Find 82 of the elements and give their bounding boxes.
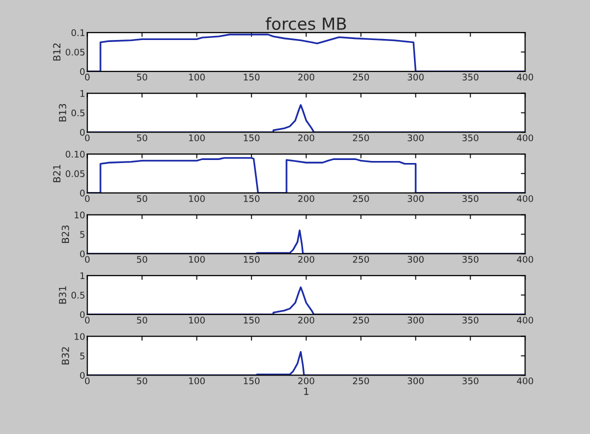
x-tick-label: 100 [189, 134, 205, 142]
x-tick-label: 100 [189, 195, 205, 202]
x-tick-label: 200 [298, 377, 314, 384]
y-tick-label: 0 [80, 372, 85, 379]
x-tick-label: 200 [298, 256, 314, 263]
x-tick-label: 100 [189, 256, 205, 263]
x-tick-label: 300 [408, 74, 424, 81]
y-axis-title: B23 [62, 226, 70, 243]
x-tick-label: 250 [352, 377, 369, 384]
x-axis-title: 1 [304, 388, 308, 395]
x-tick-label: 300 [408, 134, 424, 142]
line-series [87, 34, 526, 72]
y-tick-label: 1 [80, 90, 84, 97]
x-tick-label: 50 [136, 377, 148, 384]
x-tick-label: 400 [516, 195, 534, 202]
x-tick-label: 250 [352, 256, 369, 263]
x-tick-label: 250 [352, 74, 369, 81]
y-tick-label: 0.10 [66, 150, 85, 158]
x-tick-label: 100 [189, 74, 205, 81]
x-tick-label: 100 [189, 316, 205, 324]
x-tick-label: 0 [85, 74, 90, 81]
x-tick-label: 200 [298, 74, 314, 81]
x-tick-label: 250 [352, 195, 369, 202]
y-tick-label: 0 [80, 68, 85, 75]
x-tick-label: 350 [462, 256, 478, 263]
x-tick-label: 400 [516, 377, 534, 384]
x-tick-label: 150 [244, 134, 260, 142]
x-tick-label: 50 [136, 74, 148, 81]
x-tick-label: 350 [462, 195, 478, 202]
y-tick-label: 0.1 [71, 29, 84, 36]
y-tick-label: 10 [74, 333, 85, 340]
x-tick-label: 0 [85, 256, 90, 263]
x-tick-label: 100 [189, 377, 205, 384]
x-tick-label: 0 [85, 377, 90, 384]
x-tick-label: 50 [136, 134, 148, 142]
x-tick-label: 350 [462, 377, 478, 384]
y-tick-label: 0.5 [71, 109, 84, 116]
x-tick-label: 250 [352, 134, 369, 142]
x-tick-label: 200 [298, 316, 314, 324]
y-tick-label: 0.05 [66, 48, 84, 56]
x-tick-label: 300 [408, 316, 424, 324]
x-tick-label: 0 [85, 316, 90, 324]
x-tick-label: 150 [244, 74, 260, 81]
y-tick-label: 0.5 [71, 292, 84, 299]
y-tick-label: 5 [80, 352, 84, 360]
x-tick-label: 50 [136, 195, 148, 202]
x-tick-label: 300 [408, 195, 424, 202]
x-tick-label: 350 [462, 134, 478, 142]
x-tick-label: 150 [244, 377, 260, 384]
line-series [87, 157, 526, 193]
x-tick-label: 400 [516, 256, 534, 263]
x-tick-label: 50 [136, 316, 148, 324]
x-tick-label: 50 [136, 256, 148, 263]
y-tick-label: 0 [80, 190, 85, 197]
y-axis-title: B13 [58, 104, 66, 122]
x-tick-label: 150 [244, 256, 260, 263]
x-tick-label: 0 [85, 134, 90, 142]
x-tick-label: 400 [516, 316, 534, 324]
y-tick-label: 0.05 [66, 170, 84, 178]
y-axis-title: B31 [58, 286, 66, 304]
y-tick-label: 0 [80, 250, 85, 258]
x-tick-label: 200 [298, 195, 314, 202]
y-axis-title: B12 [53, 43, 60, 61]
y-tick-label: 1 [80, 272, 84, 280]
x-tick-label: 300 [408, 256, 424, 263]
x-tick-label: 350 [462, 74, 478, 81]
x-tick-label: 400 [516, 134, 534, 142]
chart-title: forces MB [266, 17, 346, 30]
y-tick-label: 0 [80, 128, 85, 136]
y-tick-label: 0 [80, 311, 85, 318]
x-tick-label: 200 [298, 134, 314, 142]
x-tick-label: 150 [244, 316, 260, 324]
x-tick-label: 0 [85, 195, 90, 202]
x-tick-label: 400 [516, 74, 534, 81]
x-tick-label: 250 [352, 316, 369, 324]
y-axis-title: B32 [62, 347, 70, 364]
y-tick-label: 5 [80, 231, 84, 238]
x-tick-label: 150 [244, 195, 260, 202]
y-axis-title: B21 [53, 164, 60, 182]
x-tick-label: 300 [408, 377, 424, 384]
x-tick-label: 350 [462, 316, 478, 324]
y-tick-label: 10 [74, 212, 85, 218]
